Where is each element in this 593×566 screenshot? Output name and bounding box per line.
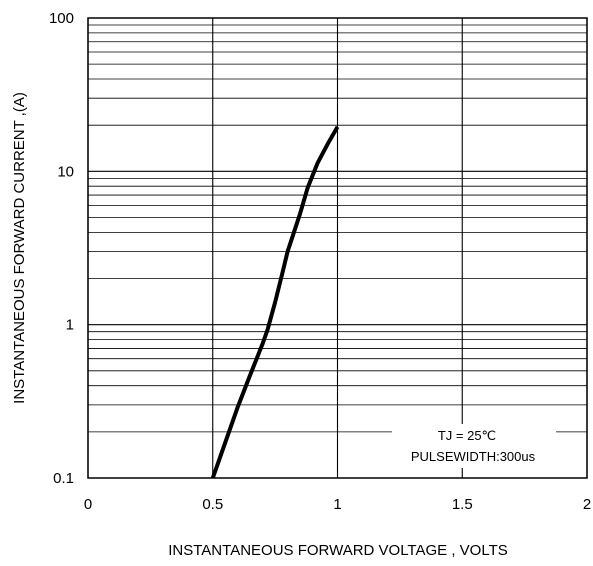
y-tick-label: 100	[49, 10, 74, 27]
annotation-box: TJ = 25℃ PULSEWIDTH:300us	[392, 424, 556, 468]
annotation-background	[392, 424, 556, 468]
x-tick-label: 1	[333, 496, 341, 513]
y-tick-label: 1	[66, 317, 74, 334]
annotation-pulsewidth: PULSEWIDTH:300us	[411, 449, 536, 464]
series-line	[210, 125, 340, 479]
y-axis-title: INSTANTANEOUS FORWARD CURRENT ,(A)	[11, 92, 28, 404]
x-tick-label: 0	[84, 496, 92, 513]
y-tick-label: 10	[57, 163, 74, 180]
x-tick-label: 2	[583, 496, 591, 513]
y-tick-labels: 0.1 1 10 100	[49, 10, 74, 487]
series-group	[210, 125, 340, 479]
y-tick-label: 0.1	[53, 470, 74, 487]
major-gridlines	[87, 17, 588, 479]
x-tick-label: 1.5	[452, 496, 473, 513]
x-tick-labels: 0 0.5 1 1.5 2	[84, 496, 591, 513]
x-axis-title: INSTANTANEOUS FORWARD VOLTAGE , VOLTS	[168, 542, 508, 559]
x-tick-label: 0.5	[202, 496, 223, 513]
plot-frame	[87, 17, 588, 479]
annotation-temperature: TJ = 25℃	[438, 428, 496, 443]
